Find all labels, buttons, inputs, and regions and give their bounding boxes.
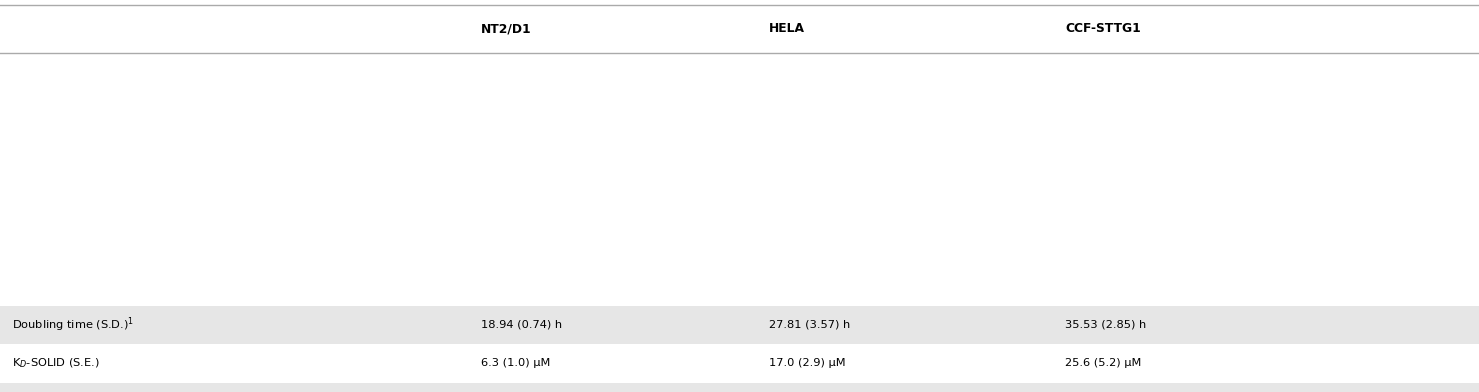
Text: 6.3 (1.0) μM: 6.3 (1.0) μM [481, 358, 550, 368]
Text: HELA: HELA [769, 22, 805, 35]
FancyBboxPatch shape [0, 5, 1479, 53]
Text: NT2/D1: NT2/D1 [481, 22, 531, 35]
Text: Doubling time (S.D.)$^1$: Doubling time (S.D.)$^1$ [12, 316, 135, 334]
Text: 18.94 (0.74) h: 18.94 (0.74) h [481, 320, 562, 330]
FancyBboxPatch shape [0, 383, 1479, 392]
Text: 17.0 (2.9) μM: 17.0 (2.9) μM [769, 358, 846, 368]
FancyBboxPatch shape [0, 344, 1479, 383]
Text: K$_D$-SOLID (S.E.): K$_D$-SOLID (S.E.) [12, 357, 99, 370]
Text: 35.53 (2.85) h: 35.53 (2.85) h [1065, 320, 1146, 330]
Text: CCF-STTG1: CCF-STTG1 [1065, 22, 1140, 35]
FancyBboxPatch shape [0, 306, 1479, 344]
Text: 25.6 (5.2) μM: 25.6 (5.2) μM [1065, 358, 1142, 368]
Text: 27.81 (3.57) h: 27.81 (3.57) h [769, 320, 850, 330]
